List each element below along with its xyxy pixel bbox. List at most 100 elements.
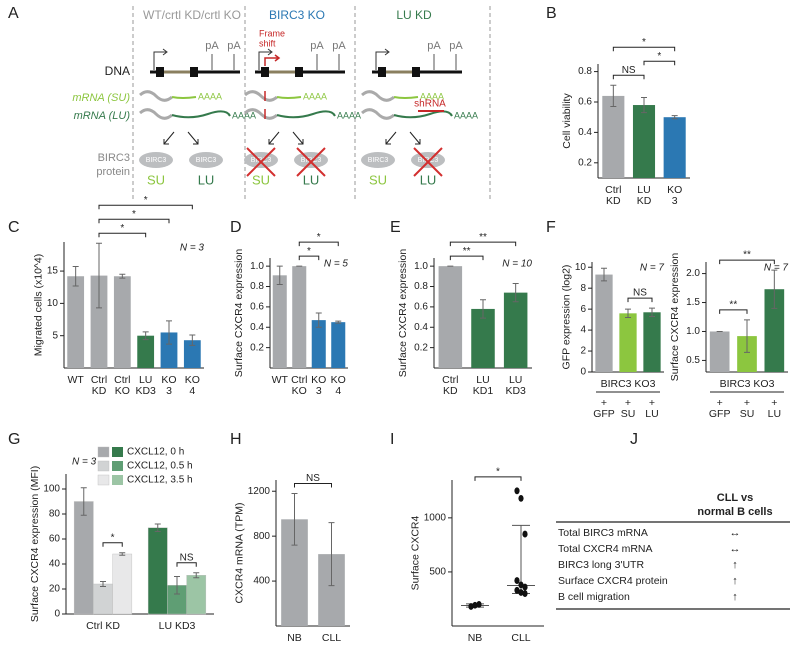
y-axis-label: Surface CXCR4 expression [397, 249, 409, 378]
x-tick-label: + [601, 397, 607, 409]
arrow [385, 131, 397, 145]
polya: AAAA [454, 110, 478, 120]
x-tick-label: WT [272, 374, 289, 386]
error-bar [100, 581, 106, 587]
significance-label: ** [743, 250, 751, 261]
error-bar [154, 523, 161, 532]
isoform-label: SU [252, 172, 270, 187]
legend-swatch [112, 475, 123, 485]
x-tick-label: + [625, 397, 631, 409]
bar [663, 117, 686, 178]
legend-label: CXCL12, 0 h [127, 447, 184, 458]
x-tick-label: WT [68, 374, 85, 386]
error-bar [744, 319, 750, 353]
bar [292, 266, 307, 368]
frameshift-arrow [264, 54, 281, 66]
y-tick-label: 800 [253, 531, 270, 542]
significance-label: ** [463, 246, 471, 257]
polya: AAAA [337, 110, 361, 120]
mrna-su [171, 96, 197, 99]
y-tick-label: 0.8 [414, 281, 428, 292]
table-cell: B cell migration [558, 591, 630, 603]
bar [595, 274, 613, 372]
x-group-label: BIRC3 KO3 [720, 378, 775, 390]
protein-label: BIRC3 [301, 157, 322, 164]
significance-bracket [449, 241, 517, 247]
protein [294, 152, 328, 168]
significance-bracket [643, 60, 676, 66]
y-tick-label: 2 [580, 346, 586, 357]
x-tick-label: NB [287, 632, 302, 644]
table-cell: ↑ [732, 559, 738, 571]
x-tick-label: SU [740, 408, 755, 420]
panel-label: J [630, 431, 638, 448]
x-tick-label: + [744, 397, 750, 409]
error-bar [649, 307, 655, 317]
y-tick-label: 5 [52, 330, 58, 341]
y-axis-label: GFP expression (log2) [561, 265, 573, 370]
arrow [163, 131, 175, 145]
error-bar [96, 242, 102, 309]
x-tick-label: LU [476, 374, 489, 386]
y-axis-label: Surface CXCR4 [409, 515, 421, 590]
significance-bracket [719, 309, 748, 314]
x-tick-label: Ctrl [91, 374, 107, 386]
y-tick-label: 15 [47, 266, 59, 277]
significance-label: * [132, 209, 136, 220]
row-label: mRNA (SU) [72, 92, 130, 104]
error-bar [174, 576, 180, 595]
x-tick-label: GFP [593, 408, 615, 420]
annotation: N = 3 [180, 243, 205, 254]
y-tick-label: 10 [47, 298, 59, 309]
error-bar [166, 320, 172, 345]
error-bar [625, 308, 631, 319]
significance-label: * [120, 223, 124, 234]
significance-bracket [98, 204, 193, 210]
x-tick-label: KD3 [135, 385, 156, 397]
error-bar [641, 96, 647, 114]
significance-label: ** [479, 232, 487, 243]
x-tick-label: + [771, 397, 777, 409]
promoter [153, 51, 166, 70]
significance-bracket [294, 482, 332, 488]
protein [411, 152, 445, 168]
row-label: protein [96, 166, 130, 178]
y-tick-label: 1000 [424, 512, 447, 523]
x-tick-label: LU [768, 408, 781, 420]
x-tick-label: LU [637, 184, 650, 196]
significance-bracket [627, 297, 653, 303]
table-cell: ↔ [730, 543, 741, 555]
y-tick-label: 0.8 [578, 66, 592, 77]
error-bar [80, 487, 87, 516]
data-point [518, 589, 524, 596]
bar [643, 312, 661, 372]
annotation: N = 7 [640, 263, 665, 274]
x-tick-label: GFP [709, 408, 731, 420]
x-tick-label: Ctrl [442, 374, 458, 386]
promoter [267, 48, 273, 56]
significance-label: * [144, 195, 148, 206]
arrow [409, 131, 421, 145]
y-tick-label: 0.5 [686, 355, 700, 366]
pa-label: pA [310, 40, 324, 52]
y-tick-label: 40 [49, 559, 61, 570]
data-point [476, 600, 482, 608]
mrna-su [276, 96, 302, 99]
error-bar [315, 312, 322, 328]
isoform-label: LU [198, 172, 215, 187]
x-tick-label: 4 [335, 385, 341, 397]
x-tick-label: 3 [166, 385, 172, 397]
y-tick-label: 10 [575, 262, 587, 273]
pa-label: pA [205, 40, 219, 52]
significance-label: NS [180, 552, 194, 563]
error-bar [610, 84, 617, 108]
panel-label: I [390, 431, 394, 448]
y-tick-label: 1.5 [686, 297, 700, 308]
column-title: LU KD [396, 8, 432, 22]
panel-label: D [230, 219, 242, 236]
significance-label: * [307, 246, 311, 257]
x-tick-label: 4 [189, 385, 195, 397]
x-tick-label: Ctrl [114, 374, 130, 386]
panel-label: C [8, 219, 20, 236]
mrna-su [393, 96, 419, 99]
